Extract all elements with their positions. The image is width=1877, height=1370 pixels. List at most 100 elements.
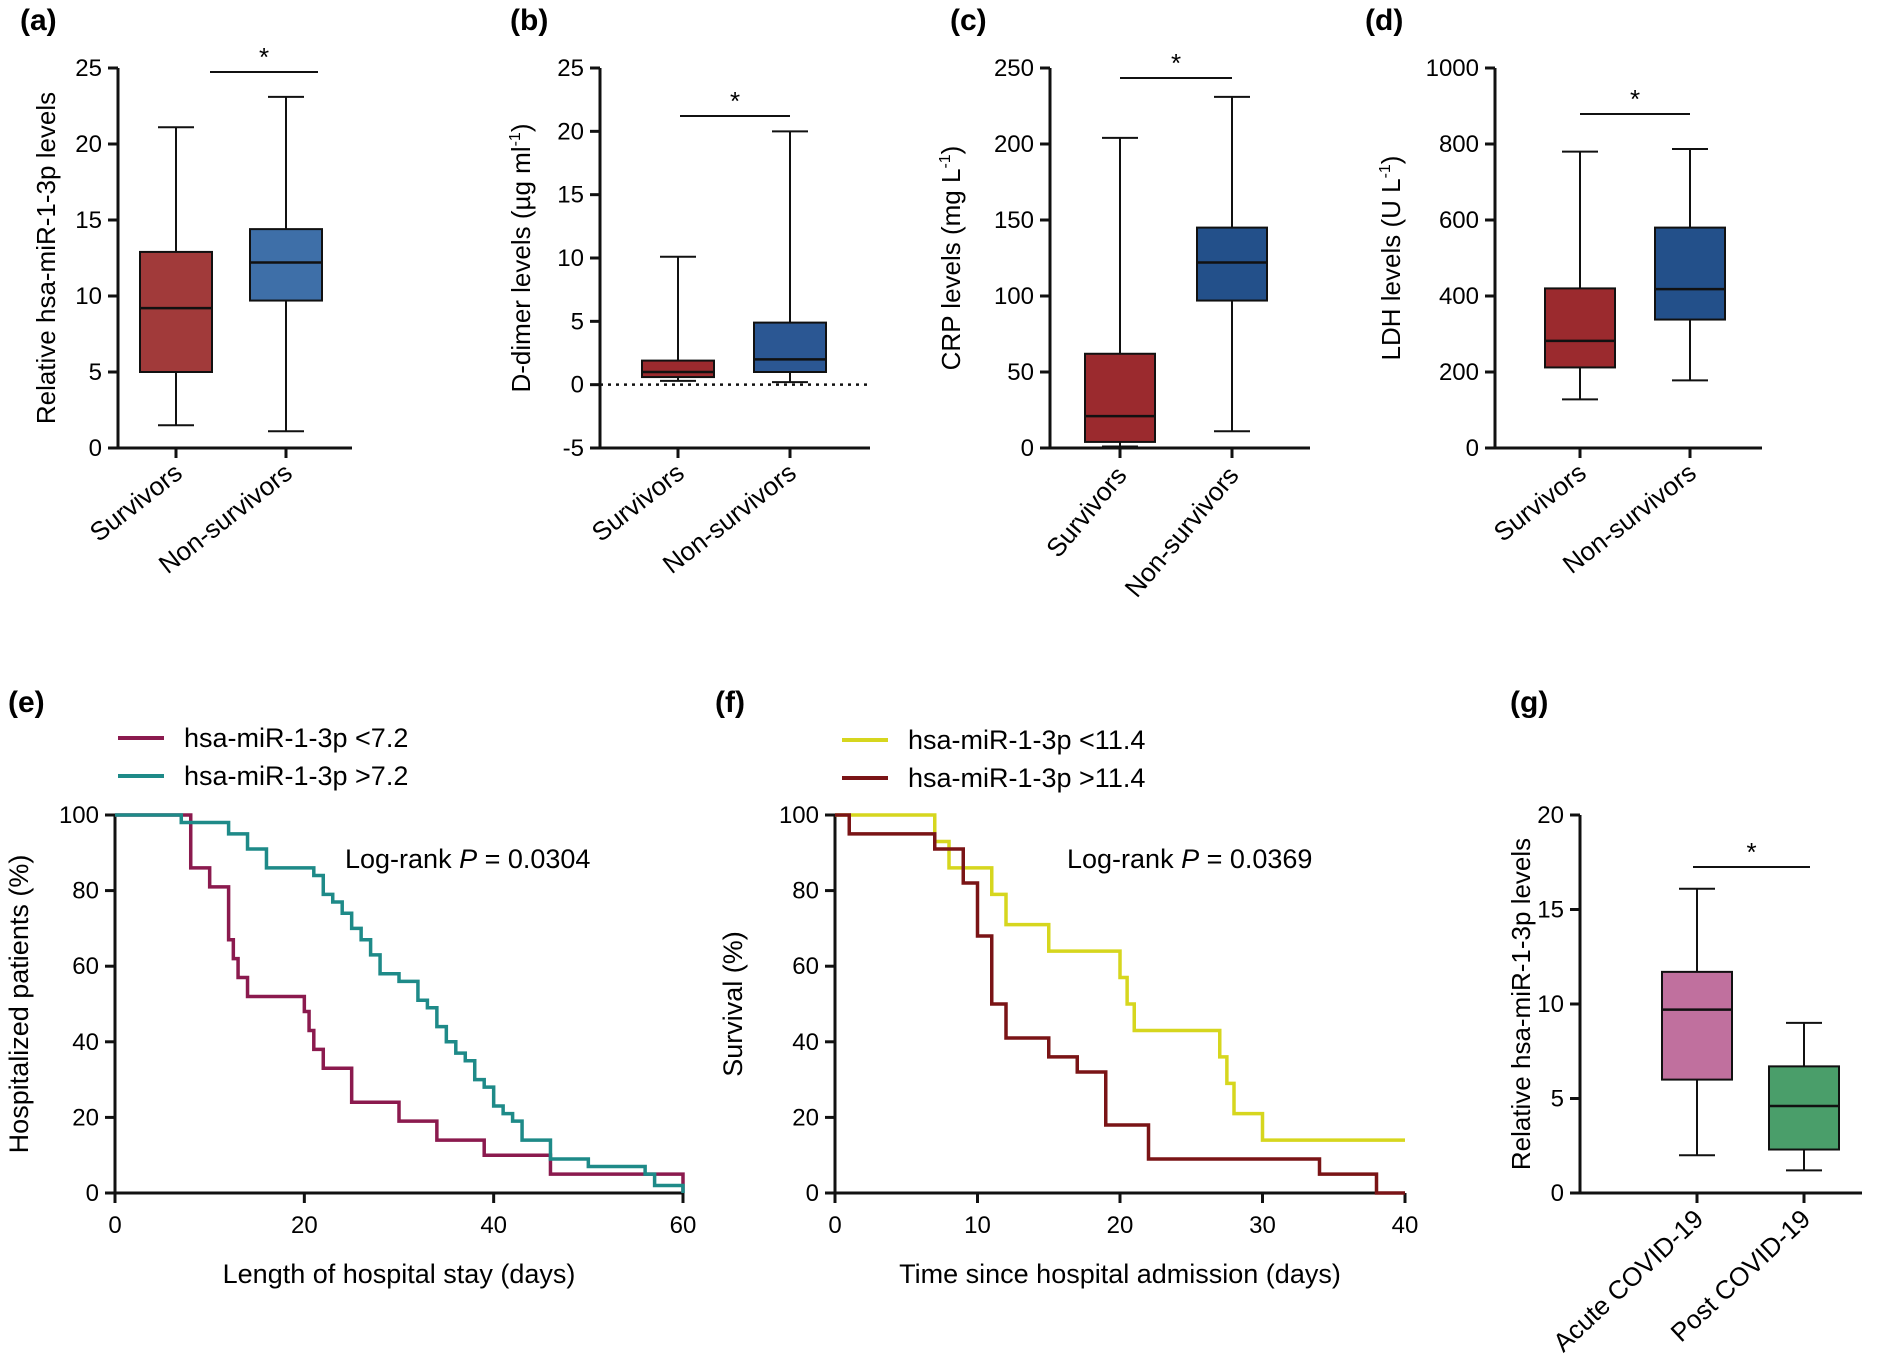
panel-d: (d) 0 200 400 600 800 1000 LDH levels (U L-1) Su…	[1365, 4, 1762, 579]
y-axis-label: Relative hsa-miR-1-3p levels	[1506, 838, 1536, 1170]
log-rank-annotation: Log-rank P = 0.0304	[345, 844, 590, 874]
y-tick-label: 10	[75, 283, 102, 310]
y-axis-label: D-dimer levels (µg ml-1)	[506, 123, 536, 392]
box-non-survivors	[1196, 226, 1268, 302]
x-tick-label: 20	[291, 1212, 318, 1239]
legend-label: hsa-miR-1-3p <7.2	[184, 723, 408, 753]
survival-curve-hsa-mir-1-3p-7-2	[115, 813, 685, 1193]
panel-label: (e)	[8, 686, 45, 719]
y-tick-label: 50	[1007, 359, 1034, 386]
legend-label: hsa-miR-1-3p <11.4	[908, 725, 1145, 755]
x-tick-label: 40	[1392, 1212, 1419, 1239]
box-survivors	[1084, 352, 1156, 443]
y-tick-label: 20	[557, 118, 584, 145]
panel-label: (b)	[510, 4, 548, 37]
x-tick-label: 60	[670, 1212, 697, 1239]
y-tick-label: -5	[563, 435, 584, 462]
y-tick-label: 1000	[1426, 55, 1479, 82]
y-tick-label: 60	[72, 953, 99, 980]
y-tick-label: 0	[1551, 1180, 1564, 1207]
box-survivors	[1544, 287, 1616, 369]
panel-label: (f)	[715, 686, 745, 719]
category-label: Survivors	[586, 457, 690, 547]
y-tick-label: 5	[1551, 1086, 1564, 1113]
survival-curve-hsa-mir-1-3p-7-2	[115, 813, 685, 1193]
y-tick-label: 200	[1439, 359, 1479, 386]
x-tick-label: 0	[108, 1212, 121, 1239]
category-label: Survivors	[1488, 457, 1592, 547]
y-tick-label: 0	[89, 435, 102, 462]
box-acute-covid-19	[1661, 970, 1733, 1081]
x-tick-label: 0	[828, 1212, 841, 1239]
panel-f: (f) 0 20 40 60 80 100 0 10 20 30 40 Time since hospi…	[715, 686, 1418, 1289]
y-tick-label: 40	[792, 1029, 819, 1056]
panel-label: (c)	[950, 4, 987, 37]
y-axis-label: Relative hsa-miR-1-3p levels	[31, 92, 61, 424]
legend-label: hsa-miR-1-3p >11.4	[908, 763, 1145, 793]
y-tick-label: 25	[75, 55, 102, 82]
y-tick-label: 80	[792, 878, 819, 905]
box-non-survivors	[753, 321, 827, 374]
y-tick-label: 150	[994, 207, 1034, 234]
y-tick-label: 100	[779, 802, 819, 829]
y-tick-label: 80	[72, 878, 99, 905]
y-tick-label: 10	[1537, 991, 1564, 1018]
y-tick-label: 600	[1439, 207, 1479, 234]
y-axis-label: Hospitalized patients (%)	[4, 855, 34, 1154]
y-tick-label: 20	[75, 131, 102, 158]
y-tick-label: 0	[806, 1180, 819, 1207]
log-rank-annotation: Log-rank P = 0.0369	[1067, 844, 1312, 874]
legend-label: hsa-miR-1-3p >7.2	[184, 761, 408, 791]
panel-label: (a)	[20, 4, 57, 37]
y-tick-label: 15	[75, 207, 102, 234]
y-tick-label: 25	[557, 55, 584, 82]
y-tick-label: 40	[72, 1029, 99, 1056]
survival-curve-hsa-mir-1-3p-11-4	[835, 813, 1405, 1142]
y-axis-label: CRP levels (mg L-1)	[936, 146, 966, 371]
y-tick-label: 100	[994, 283, 1034, 310]
significance-star: *	[1171, 48, 1181, 78]
panel-c: (c) 0 50 100 150 200 250 CRP levels (mg L-1) Sur…	[936, 4, 1310, 603]
x-tick-label: 40	[480, 1212, 507, 1239]
y-tick-label: 15	[557, 182, 584, 209]
y-tick-label: 20	[1537, 802, 1564, 829]
y-tick-label: 20	[72, 1104, 99, 1131]
y-tick-label: 0	[1021, 435, 1034, 462]
box-survivors	[139, 250, 213, 373]
y-tick-label: 250	[994, 55, 1034, 82]
category-label: Non-survivors	[1119, 461, 1245, 603]
y-tick-label: 15	[1537, 897, 1564, 924]
significance-star: *	[730, 86, 740, 116]
panel-label: (d)	[1365, 4, 1403, 37]
y-tick-label: 800	[1439, 131, 1479, 158]
panel-b: (b) -5 0 5 10 15 20 25 D-dimer levels (µg ml-1) S…	[506, 4, 870, 579]
panel-a: (a) 0 5 10 15 20 25 Relative hsa-miR-1-3p level…	[20, 4, 352, 579]
y-tick-label: 0	[1466, 435, 1479, 462]
x-axis-label: Length of hospital stay (days)	[223, 1259, 576, 1289]
box-post-covid-19	[1768, 1065, 1840, 1151]
significance-star: *	[1630, 84, 1640, 114]
y-axis-label: LDH levels (U L-1)	[1376, 156, 1406, 361]
y-tick-label: 60	[792, 953, 819, 980]
significance-star: *	[1746, 837, 1756, 867]
category-label: Survivors	[1040, 461, 1133, 563]
category-label: Survivors	[84, 457, 188, 547]
y-tick-label: 100	[59, 802, 99, 829]
box-non-survivors	[1654, 226, 1726, 321]
y-tick-label: 0	[86, 1180, 99, 1207]
y-tick-label: 200	[994, 131, 1034, 158]
x-tick-label: 20	[1107, 1212, 1134, 1239]
significance-star: *	[259, 42, 269, 72]
x-axis-label: Time since hospital admission (days)	[899, 1259, 1341, 1289]
y-tick-label: 10	[557, 245, 584, 272]
y-tick-label: 5	[89, 359, 102, 386]
y-tick-label: 0	[571, 372, 584, 399]
panel-e: (e) 0 20 40 60 80 100 0 20 40 60 Length of hospital…	[4, 686, 696, 1289]
x-tick-label: 30	[1249, 1212, 1276, 1239]
y-tick-label: 5	[571, 308, 584, 335]
x-tick-label: 10	[964, 1212, 991, 1239]
box-non-survivors	[249, 228, 323, 302]
y-tick-label: 400	[1439, 283, 1479, 310]
